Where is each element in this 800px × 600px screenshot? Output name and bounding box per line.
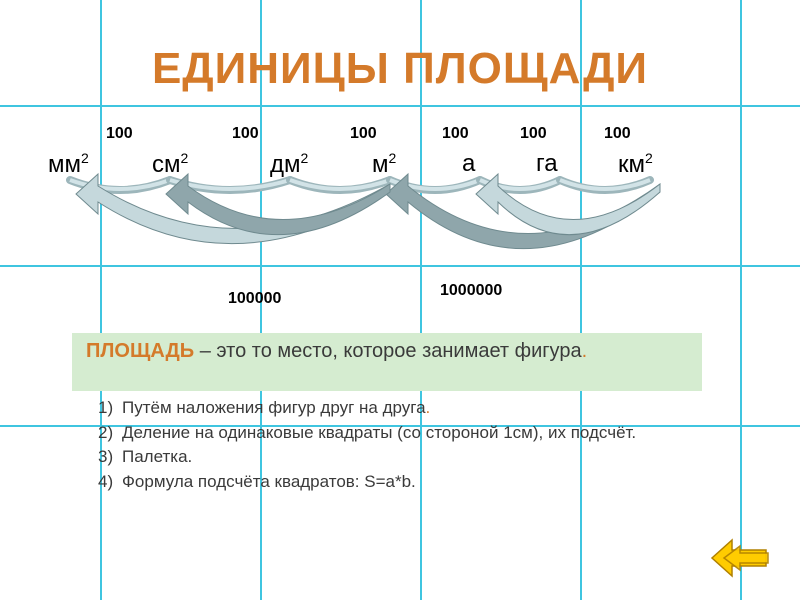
list-item: 2)Деление на одинаковые квадраты (со сто…: [98, 421, 636, 446]
multiplier-label: 100: [232, 125, 259, 143]
multiplier-label: 100: [350, 125, 377, 143]
back-arrow-icon: [710, 536, 770, 580]
multiplier-label: 100: [604, 125, 631, 143]
list-item: 4)Формула подсчёта квадратов: S=a*b.: [98, 470, 636, 495]
big-multiplier-label: 1000000: [440, 282, 502, 300]
multiplier-label: 100: [520, 125, 547, 143]
definition-text: – это то место, которое занимает фигура: [194, 340, 581, 362]
definition-keyword: ПЛОЩАДЬ: [86, 340, 194, 362]
multiplier-label: 100: [106, 125, 133, 143]
list-item: 1)Путём наложения фигур друг на друга.: [98, 396, 636, 421]
methods-list: 1)Путём наложения фигур друг на друга.2)…: [98, 396, 636, 495]
big-multiplier-label: 100000: [228, 290, 281, 308]
list-item: 3)Палетка.: [98, 445, 636, 470]
multiplier-label: 100: [442, 125, 469, 143]
conversion-arrows: [40, 172, 760, 312]
page-title: ЕДИНИЦЫ ПЛОЩАДИ: [0, 44, 800, 94]
definition-box: ПЛОЩАДЬ – это то место, которое занимает…: [72, 333, 702, 391]
back-button[interactable]: [710, 536, 770, 580]
definition-dot: .: [582, 340, 588, 362]
